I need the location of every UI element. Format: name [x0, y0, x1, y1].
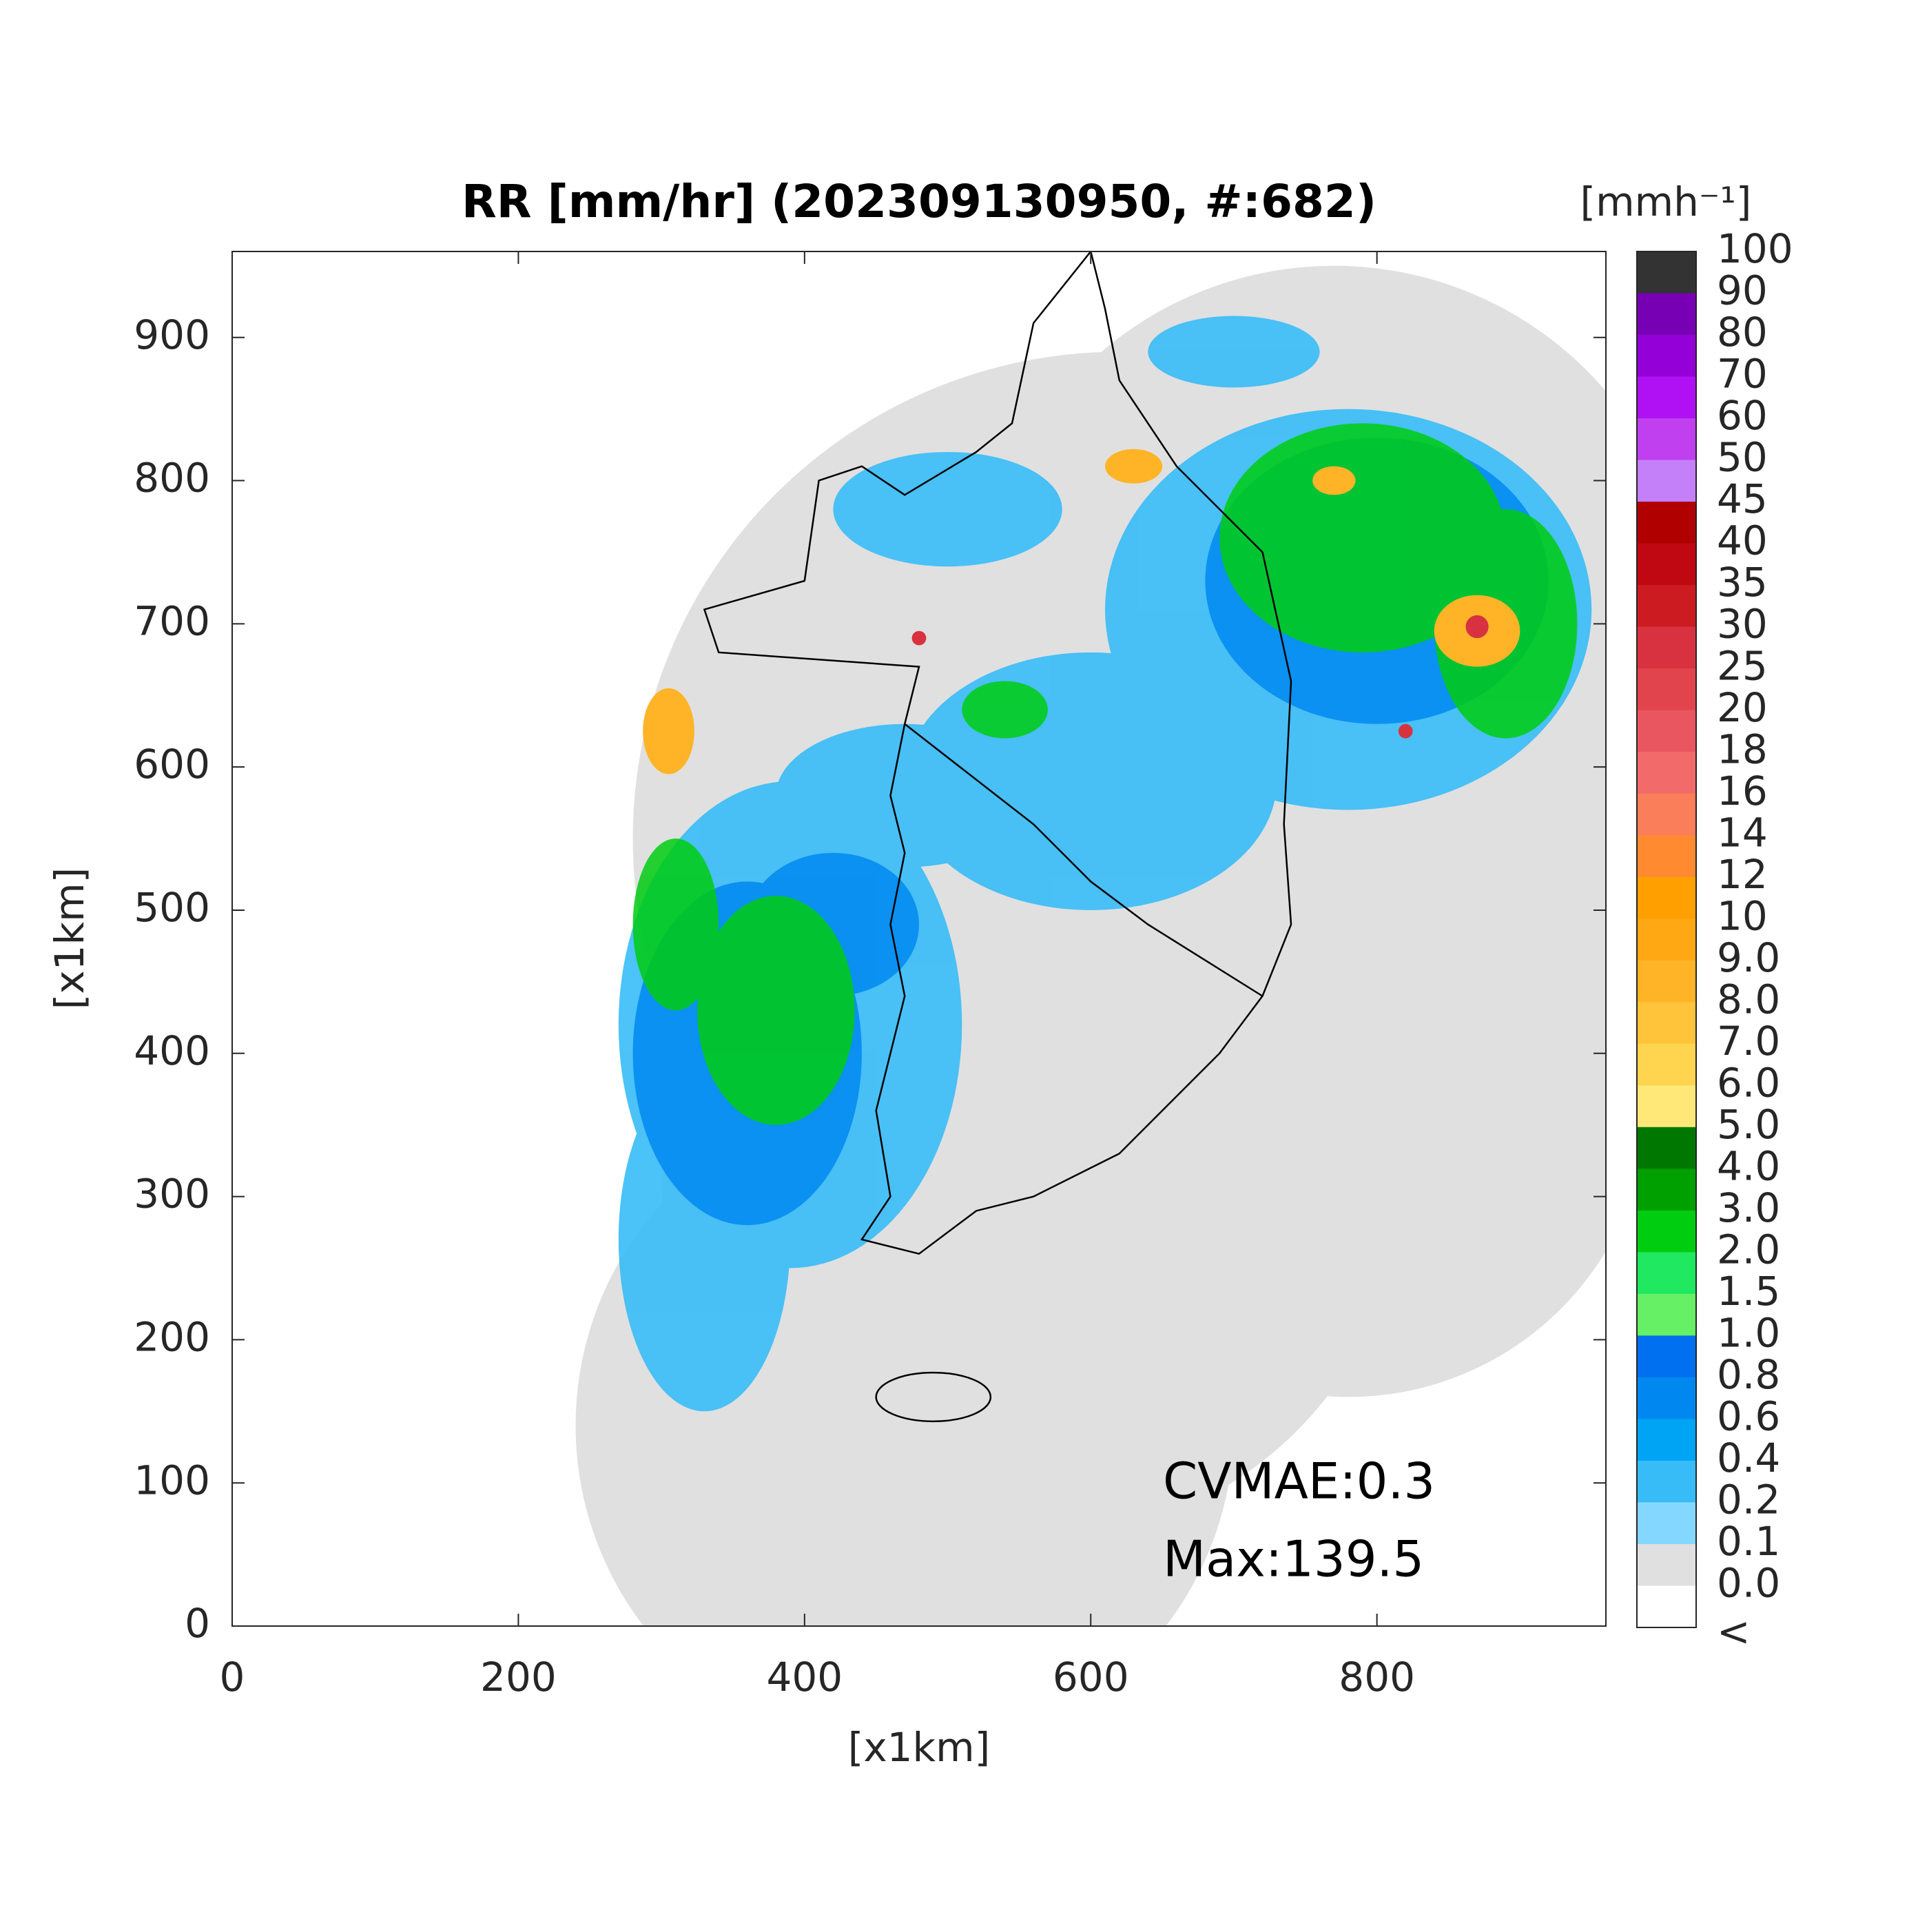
colorbar-label: 0.1: [1717, 1518, 1780, 1565]
x-tick-label: 600: [1053, 1654, 1129, 1700]
colorbar-label: 4.0: [1717, 1142, 1780, 1189]
colorbar-segment: [1637, 1502, 1696, 1545]
colorbar-segment: [1637, 251, 1696, 294]
colorbar-segment: [1637, 1043, 1696, 1086]
colorbar-label: 40: [1717, 517, 1768, 564]
colorbar-segment: [1637, 1085, 1696, 1128]
colorbar-segment: [1637, 626, 1696, 669]
colorbar-label: 0.0: [1717, 1560, 1780, 1607]
colorbar-segment: [1637, 710, 1696, 752]
colorbar-label: 2.0: [1717, 1226, 1780, 1273]
y-axis-label: [x1km]: [46, 867, 93, 1010]
colorbar-segment: [1637, 1460, 1696, 1503]
colorbar-label: 8.0: [1717, 976, 1780, 1022]
colorbar-segment: [1637, 876, 1696, 919]
colorbar-label: 80: [1717, 309, 1768, 356]
colorbar-label: 12: [1717, 851, 1768, 898]
radar-field: [575, 251, 1606, 1626]
colorbar-label: 45: [1717, 475, 1768, 522]
coastline: [703, 251, 1292, 1423]
colorbar-segment: [1637, 793, 1696, 836]
colorbar-label: 5.0: [1717, 1101, 1780, 1148]
colorbar-segment: [1637, 418, 1696, 461]
y-tick-label: 0: [185, 1600, 210, 1647]
x-axis-label: [x1km]: [848, 1724, 991, 1771]
colorbar-label: 60: [1717, 392, 1768, 439]
x-tick-label: 800: [1339, 1654, 1415, 1700]
x-tick-label: 0: [220, 1654, 245, 1700]
colorbar-segment: [1637, 1127, 1696, 1169]
x-tick-label: 400: [766, 1654, 843, 1700]
colorbar-segment: [1637, 1585, 1696, 1628]
colorbar-label: 1.0: [1717, 1310, 1780, 1357]
colorbar-label: 7.0: [1717, 1018, 1780, 1065]
colorbar-label: 14: [1717, 809, 1768, 856]
colorbar-segment: [1637, 1210, 1696, 1253]
colorbar-frame: [1636, 251, 1697, 1628]
y-tick-label: 900: [134, 311, 210, 358]
colorbar-label: 18: [1717, 726, 1768, 772]
colorbar-segment: [1637, 1543, 1696, 1586]
colorbar-segment: [1637, 1419, 1696, 1461]
colorbar-segment: [1637, 752, 1696, 794]
colorbar-segment: [1637, 543, 1696, 586]
colorbar-label: 6.0: [1717, 1059, 1780, 1106]
axes-frame: [231, 251, 1607, 1627]
colorbar-label: 30: [1717, 601, 1768, 648]
colorbar-segment: [1637, 960, 1696, 1003]
colorbar-segment: [1637, 502, 1696, 544]
colorbar-segment: [1637, 1335, 1696, 1378]
y-tick-label: 800: [134, 455, 210, 502]
x-tick-label: 200: [480, 1654, 557, 1700]
colorbar-segment: [1637, 585, 1696, 628]
colorbar-label: <: [1717, 1608, 1751, 1655]
colorbar-label: 10: [1717, 892, 1768, 939]
colorbar-label: 90: [1717, 267, 1768, 314]
annotation: Max:139.5: [1163, 1530, 1424, 1588]
colorbar-segment: [1637, 460, 1696, 502]
colorbar-title: [mmh⁻¹]: [1580, 178, 1752, 225]
y-tick-label: 200: [134, 1313, 210, 1360]
precip-extreme: [911, 615, 1489, 739]
colorbar-label: 9.0: [1717, 934, 1780, 981]
colorbar-label: 100: [1717, 225, 1793, 272]
colorbar-label: 0.6: [1717, 1393, 1780, 1440]
colorbar-segment: [1637, 335, 1696, 378]
colorbar-segment: [1637, 1252, 1696, 1295]
y-tick-label: 300: [134, 1171, 210, 1217]
colorbar-label: 0.8: [1717, 1351, 1780, 1398]
y-tick-label: 400: [134, 1027, 210, 1074]
y-tick-label: 500: [134, 884, 210, 931]
colorbar-segment: [1637, 376, 1696, 419]
colorbar-segment: [1637, 1293, 1696, 1336]
chart-title: RR [mm/hr] (202309130950, #:682): [462, 175, 1376, 228]
y-tick-label: 600: [134, 741, 210, 788]
colorbar-label: 0.4: [1717, 1435, 1780, 1481]
colorbar-label: 50: [1717, 434, 1768, 481]
colorbar-segment: [1637, 835, 1696, 878]
colorbar-segment: [1637, 668, 1696, 711]
colorbar-label: 16: [1717, 768, 1768, 814]
annotation: CVMAE:0.3: [1163, 1452, 1435, 1510]
colorbar-label: 20: [1717, 684, 1768, 731]
colorbar-segment: [1637, 1002, 1696, 1045]
colorbar-label: 35: [1717, 559, 1768, 606]
y-tick-label: 100: [134, 1457, 210, 1503]
colorbar-segment: [1637, 1377, 1696, 1419]
colorbar-label: 3.0: [1717, 1184, 1780, 1231]
colorbar-label: 25: [1717, 642, 1768, 689]
y-tick-label: 700: [134, 597, 210, 644]
colorbar-segment: [1637, 918, 1696, 961]
colorbar-segment: [1637, 293, 1696, 336]
colorbar-label: 0.2: [1717, 1477, 1780, 1523]
colorbar-label: 1.5: [1717, 1268, 1780, 1315]
colorbar-label: 70: [1717, 351, 1768, 398]
colorbar-segment: [1637, 1169, 1696, 1211]
